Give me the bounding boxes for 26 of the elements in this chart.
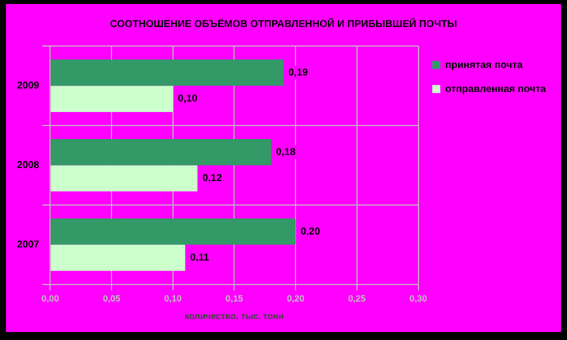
bar bbox=[50, 218, 296, 245]
bar bbox=[50, 138, 272, 166]
data-label: 0,12 bbox=[202, 173, 222, 184]
bar bbox=[50, 86, 173, 112]
data-label: 0,10 bbox=[178, 94, 198, 105]
data-label: 0,19 bbox=[288, 67, 308, 78]
x-tick-label: 0,15 bbox=[225, 293, 244, 304]
x-tick-label: 0,20 bbox=[286, 293, 304, 304]
y-tick-label: 2009 bbox=[16, 80, 40, 92]
chart-title: СООТНОШЕНИЕ ОБЪЁМОВ ОТПРАВЛЕННОЙ И ПРИБЫВШЕЙ ПОЧТЫ bbox=[110, 16, 458, 30]
x-axis-title: количество, тыс. тонн bbox=[184, 311, 284, 322]
data-label: 0,20 bbox=[300, 226, 320, 238]
data-label: 0,11 bbox=[190, 252, 210, 264]
bar bbox=[50, 165, 198, 192]
x-tick-label: 0,25 bbox=[348, 293, 366, 304]
legend-label: отправленная почта bbox=[445, 84, 546, 95]
bar bbox=[50, 60, 284, 86]
y-tick-label: 2008 bbox=[16, 160, 40, 171]
legend-label: принятая почта bbox=[445, 60, 524, 71]
bar bbox=[50, 244, 186, 271]
x-tick-label: 0,05 bbox=[102, 293, 120, 304]
x-tick-label: 0,30 bbox=[409, 293, 428, 304]
x-tick-label: 0,10 bbox=[164, 293, 182, 304]
x-tick-label: 0,00 bbox=[41, 293, 60, 304]
data-label: 0,18 bbox=[276, 146, 296, 158]
y-tick-label: 2007 bbox=[16, 239, 40, 250]
